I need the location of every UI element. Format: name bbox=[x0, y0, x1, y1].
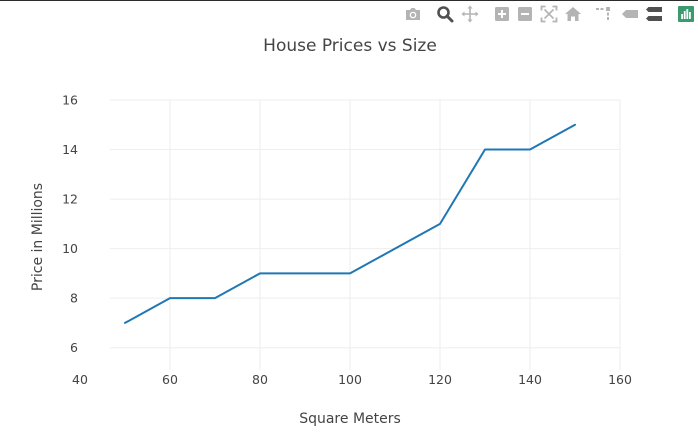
y-axis-label: Price in Millions bbox=[30, 183, 46, 291]
y-tick-label: 6 bbox=[70, 340, 78, 355]
zoom-in-icon[interactable] bbox=[493, 5, 511, 23]
hover-compare-icon[interactable] bbox=[645, 5, 663, 23]
series-layer bbox=[124, 123, 576, 324]
gridlines bbox=[110, 99, 621, 370]
zoom-out-icon[interactable] bbox=[516, 5, 534, 23]
y-axis-ticks: 6 8 10 12 14 16 bbox=[62, 93, 78, 356]
x-tick-label: 80 bbox=[252, 372, 268, 387]
pan-icon[interactable] bbox=[461, 5, 479, 23]
camera-icon[interactable] bbox=[404, 5, 422, 23]
x-tick-label: 60 bbox=[162, 372, 178, 387]
x-axis-label: Square Meters bbox=[299, 411, 401, 427]
y-tick-label: 14 bbox=[62, 142, 78, 157]
spike-lines-icon[interactable] bbox=[595, 5, 613, 23]
window-top-border bbox=[0, 0, 698, 1]
autoscale-icon[interactable] bbox=[540, 5, 558, 23]
x-axis-ticks: 40 60 80 100 120 140 160 bbox=[72, 372, 632, 387]
chart-title: House Prices vs Size bbox=[263, 36, 437, 56]
x-tick-label: 160 bbox=[608, 372, 632, 387]
x-tick-label: 40 bbox=[72, 372, 88, 387]
home-icon[interactable] bbox=[564, 5, 582, 23]
y-tick-label: 8 bbox=[70, 291, 78, 306]
x-tick-label: 140 bbox=[518, 372, 542, 387]
hover-closest-icon[interactable] bbox=[621, 5, 639, 23]
modebar bbox=[0, 5, 698, 25]
chart-studio-logo-icon[interactable] bbox=[677, 5, 695, 23]
x-tick-label: 120 bbox=[428, 372, 452, 387]
y-tick-label: 16 bbox=[62, 93, 78, 108]
y-tick-label: 12 bbox=[62, 192, 78, 207]
y-tick-label: 10 bbox=[62, 241, 78, 256]
series-line bbox=[124, 123, 576, 324]
zoom-icon[interactable] bbox=[436, 5, 454, 23]
x-tick-label: 100 bbox=[338, 372, 362, 387]
